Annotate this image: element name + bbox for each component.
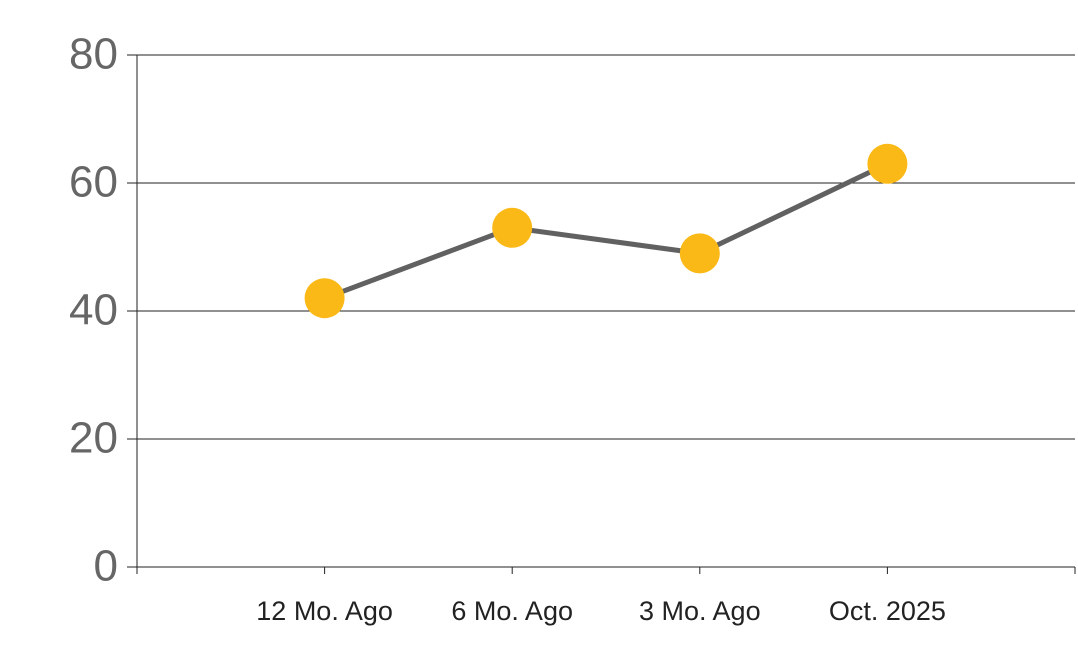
y-tick-label: 60 (69, 158, 118, 207)
y-tick-label: 80 (69, 30, 118, 79)
x-tick-label: 6 Mo. Ago (451, 596, 573, 626)
x-tick-label: Oct. 2025 (829, 596, 946, 626)
y-tick-label: 40 (69, 286, 118, 335)
y-tick-label: 20 (69, 414, 118, 463)
marker (679, 233, 720, 274)
marker (492, 207, 533, 248)
marker (304, 278, 345, 319)
marker (867, 143, 908, 184)
x-tick-label: 3 Mo. Ago (639, 596, 761, 626)
line (323, 161, 889, 301)
y-tick-label: 0 (94, 542, 118, 591)
x-tick-label: 12 Mo. Ago (256, 596, 393, 626)
